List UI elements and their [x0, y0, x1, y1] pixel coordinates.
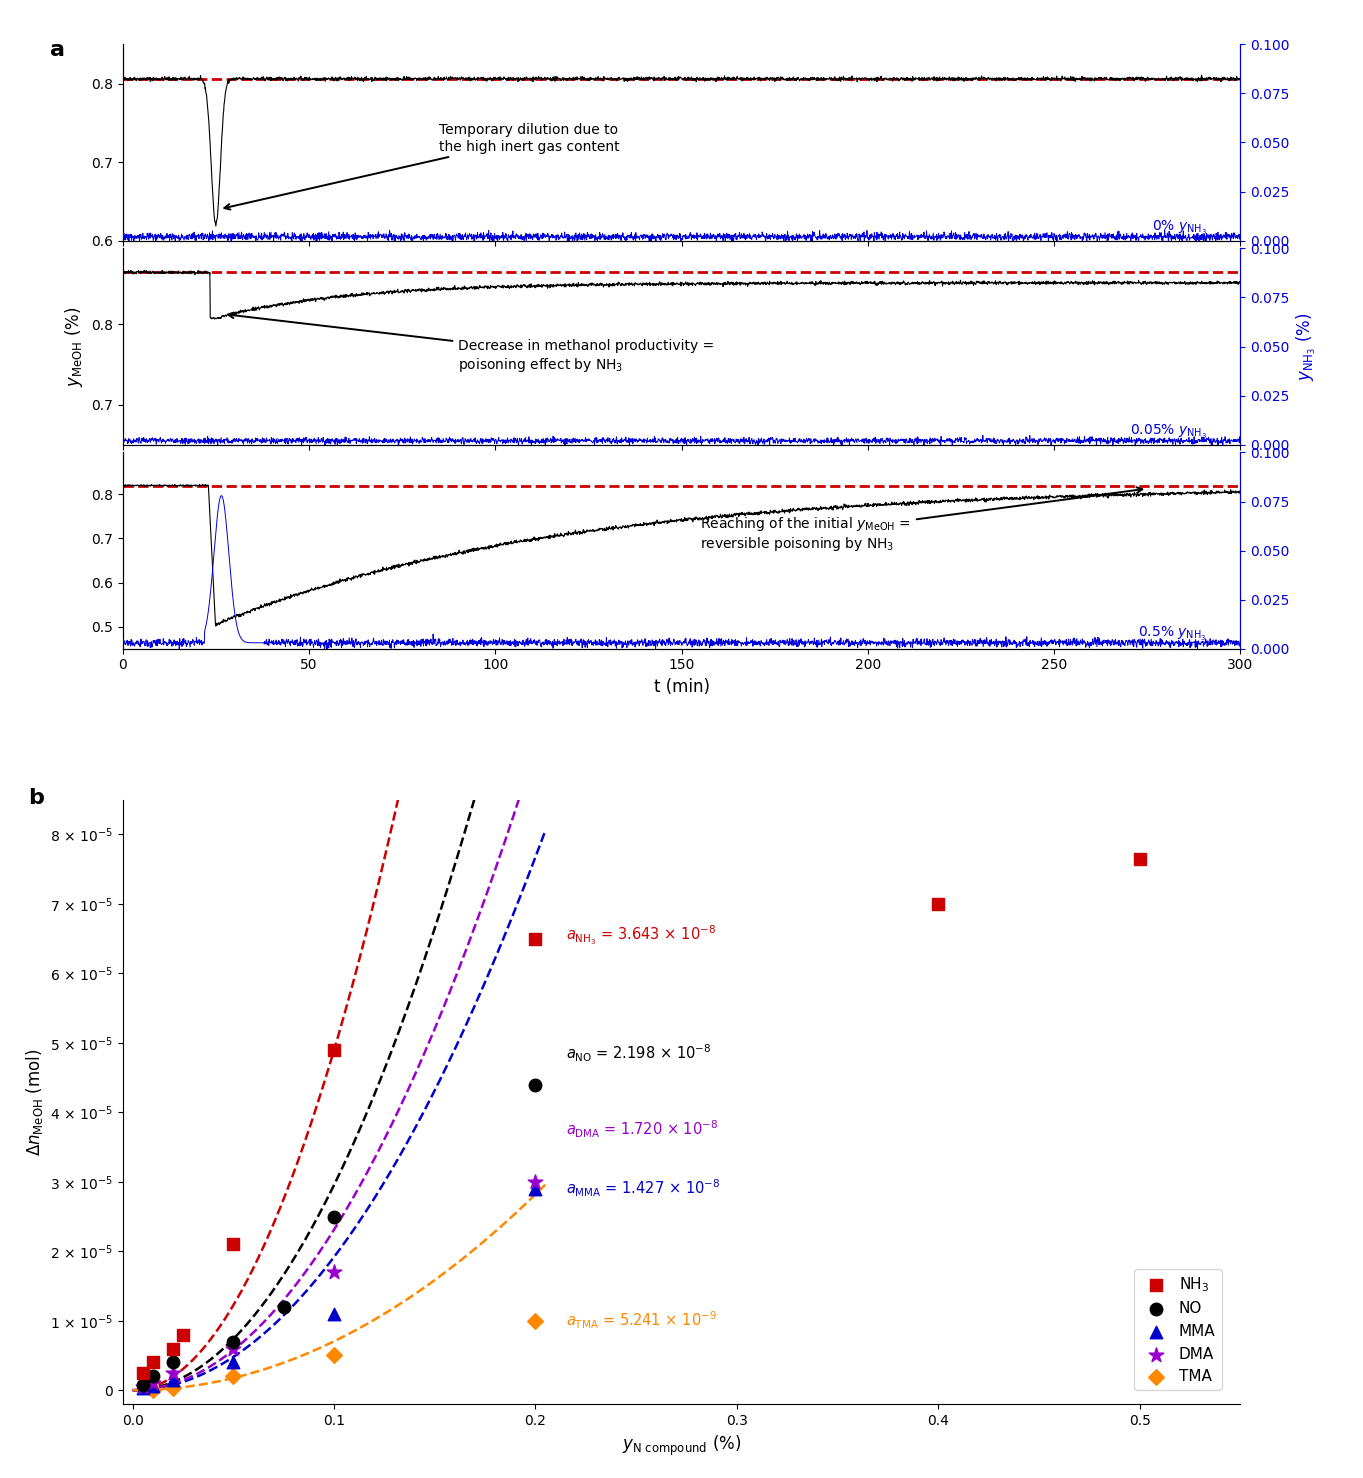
X-axis label: t (min): t (min) [653, 678, 710, 696]
Point [222, 1330, 244, 1354]
Point [525, 1171, 547, 1194]
Text: b: b [27, 788, 44, 807]
Point [222, 1233, 244, 1256]
Text: 0% $y_{\mathrm{NH_3}}$: 0% $y_{\mathrm{NH_3}}$ [1152, 219, 1206, 236]
Point [142, 1372, 164, 1395]
Point [132, 1376, 154, 1400]
Y-axis label: $y_{\mathrm{NH_3}}$ (%): $y_{\mathrm{NH_3}}$ (%) [1295, 312, 1318, 381]
Point [323, 1344, 345, 1367]
Point [132, 1373, 154, 1397]
Text: $a_{\mathrm{MMA}}$ = 1.427 × 10$^{-8}$: $a_{\mathrm{MMA}}$ = 1.427 × 10$^{-8}$ [566, 1178, 720, 1200]
Point [162, 1376, 184, 1400]
Point [172, 1323, 194, 1346]
Text: Reaching of the initial $y_{\mathrm{MeOH}}$ =
reversible poisoning by NH$_3$: Reaching of the initial $y_{\mathrm{MeOH… [701, 488, 1142, 553]
Point [525, 1310, 547, 1333]
Y-axis label: $y_{\mathrm{MeOH}}$ (%): $y_{\mathrm{MeOH}}$ (%) [64, 306, 86, 387]
Text: $a_{\mathrm{TMA}}$ = 5.241 × 10$^{-9}$: $a_{\mathrm{TMA}}$ = 5.241 × 10$^{-9}$ [566, 1310, 717, 1332]
Point [162, 1351, 184, 1375]
Point [222, 1336, 244, 1360]
Point [132, 1376, 154, 1400]
Point [142, 1364, 164, 1388]
Legend: NH$_3$, NO, MMA, DMA, TMA: NH$_3$, NO, MMA, DMA, TMA [1134, 1270, 1221, 1391]
Text: Temporary dilution due to
the high inert gas content: Temporary dilution due to the high inert… [225, 124, 620, 210]
Text: $a_{\mathrm{NH_3}}$ = 3.643 × 10$^{-8}$: $a_{\mathrm{NH_3}}$ = 3.643 × 10$^{-8}$ [566, 924, 716, 947]
Point [142, 1377, 164, 1401]
Point [525, 1073, 547, 1097]
Point [222, 1351, 244, 1375]
Point [323, 1302, 345, 1326]
Point [162, 1369, 184, 1392]
Text: $a_{\mathrm{NO}}$ = 2.198 × 10$^{-8}$: $a_{\mathrm{NO}}$ = 2.198 × 10$^{-8}$ [566, 1042, 711, 1064]
Point [162, 1361, 184, 1385]
Point [142, 1375, 164, 1398]
Text: a: a [50, 40, 65, 61]
Point [222, 1364, 244, 1388]
Point [1129, 847, 1150, 871]
Point [323, 1205, 345, 1228]
Text: $a_{\mathrm{DMA}}$ = 1.720 × 10$^{-8}$: $a_{\mathrm{DMA}}$ = 1.720 × 10$^{-8}$ [566, 1119, 718, 1141]
Text: 0.5% $y_{\mathrm{NH_3}}$: 0.5% $y_{\mathrm{NH_3}}$ [1138, 625, 1206, 643]
Point [273, 1295, 294, 1318]
Point [142, 1351, 164, 1375]
Point [162, 1336, 184, 1360]
Text: Decrease in methanol productivity =
poisoning effect by NH$_3$: Decrease in methanol productivity = pois… [228, 312, 714, 374]
Text: 0.05% $y_{\mathrm{NH_3}}$: 0.05% $y_{\mathrm{NH_3}}$ [1130, 423, 1206, 440]
Point [525, 1176, 547, 1200]
Point [927, 893, 949, 916]
Y-axis label: $\Delta n_{\mathrm{MeOH}}$ (mol): $\Delta n_{\mathrm{MeOH}}$ (mol) [23, 1048, 45, 1156]
X-axis label: $y_{\mathrm{N\ compound}}$ (%): $y_{\mathrm{N\ compound}}$ (%) [622, 1434, 741, 1457]
Point [525, 927, 547, 950]
Point [323, 1261, 345, 1284]
Point [132, 1361, 154, 1385]
Point [323, 1038, 345, 1061]
